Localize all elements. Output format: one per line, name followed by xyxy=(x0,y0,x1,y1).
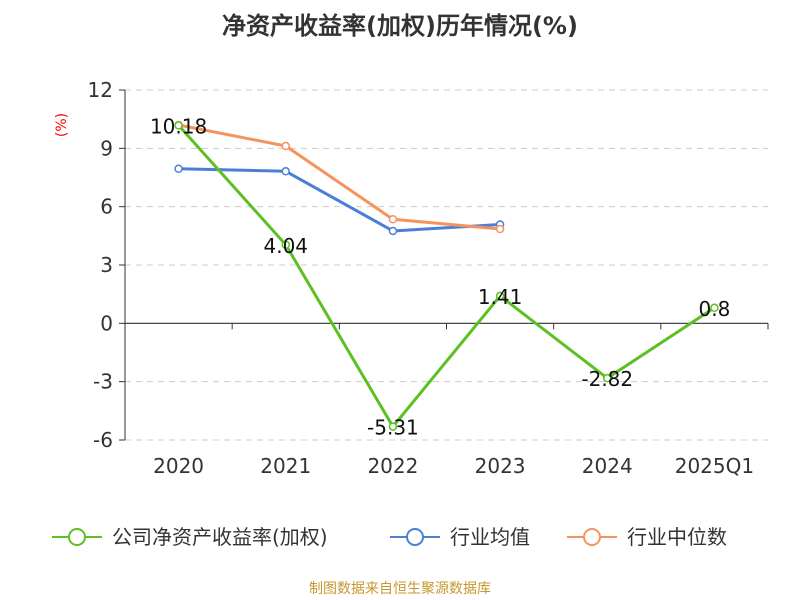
data-label: -5.31 xyxy=(367,416,419,440)
legend-marker xyxy=(583,528,601,546)
data-point xyxy=(388,422,398,431)
legend-label: 行业均值 xyxy=(450,525,530,549)
y-tick-label: 3 xyxy=(100,253,113,277)
data-label: 0.8 xyxy=(699,297,731,321)
y-tick-label: 0 xyxy=(100,311,113,335)
data-label-layer: 10.18 4.04 -5.31 1.41 -2.82 0.8 xyxy=(150,114,730,439)
data-point xyxy=(710,303,719,313)
source-note: 制图数据来自恒生聚源数据库 xyxy=(309,581,491,597)
x-tick-label: 2025Q1 xyxy=(675,454,754,478)
data-point xyxy=(603,373,612,383)
data-point xyxy=(495,291,505,301)
x-tick-label: 2023 xyxy=(475,454,526,478)
data-point xyxy=(174,121,183,130)
legend-marker xyxy=(68,528,86,546)
data-point xyxy=(388,215,398,224)
y-tick-label: 9 xyxy=(100,136,113,160)
y-axis-label: (%) xyxy=(54,113,70,137)
y-tick-label: 12 xyxy=(88,78,113,102)
data-label: -2.82 xyxy=(581,367,633,391)
chart-title: 净资产收益率(加权)历年情况(%) xyxy=(222,12,578,40)
data-point xyxy=(495,224,505,234)
data-label: 1.41 xyxy=(478,285,523,309)
x-tick-label: 2022 xyxy=(367,454,418,478)
grid-layer xyxy=(125,89,768,441)
legend-label: 公司净资产收益率(加权) xyxy=(112,525,328,549)
data-point xyxy=(174,164,183,173)
data-point xyxy=(281,240,290,250)
x-tick-label: 2024 xyxy=(582,454,633,478)
legend-marker xyxy=(406,528,424,546)
data-point xyxy=(388,226,398,236)
series-line-1 xyxy=(178,167,501,233)
legend: 公司净资产收益率(加权) 行业均值 行业中位数 xyxy=(52,525,727,549)
series-line-0 xyxy=(177,124,716,429)
data-label: 4.04 xyxy=(263,234,308,258)
series-layer xyxy=(174,120,719,431)
axis-layer: 12 9 6 3 0 -3 -6 2020 2021 2022 2023 2024 2025Q1 xyxy=(88,78,769,478)
y-tick-label: -6 xyxy=(93,428,113,452)
y-tick-label: -3 xyxy=(93,370,113,394)
data-point xyxy=(281,167,290,176)
data-label: 10.18 xyxy=(150,114,207,138)
y-tick-label: 6 xyxy=(100,195,113,219)
data-point xyxy=(281,141,290,151)
series-line-2 xyxy=(178,123,501,231)
x-tick-label: 2021 xyxy=(260,454,311,478)
legend-label: 行业中位数 xyxy=(627,525,727,549)
x-tick-label: 2020 xyxy=(153,454,204,478)
